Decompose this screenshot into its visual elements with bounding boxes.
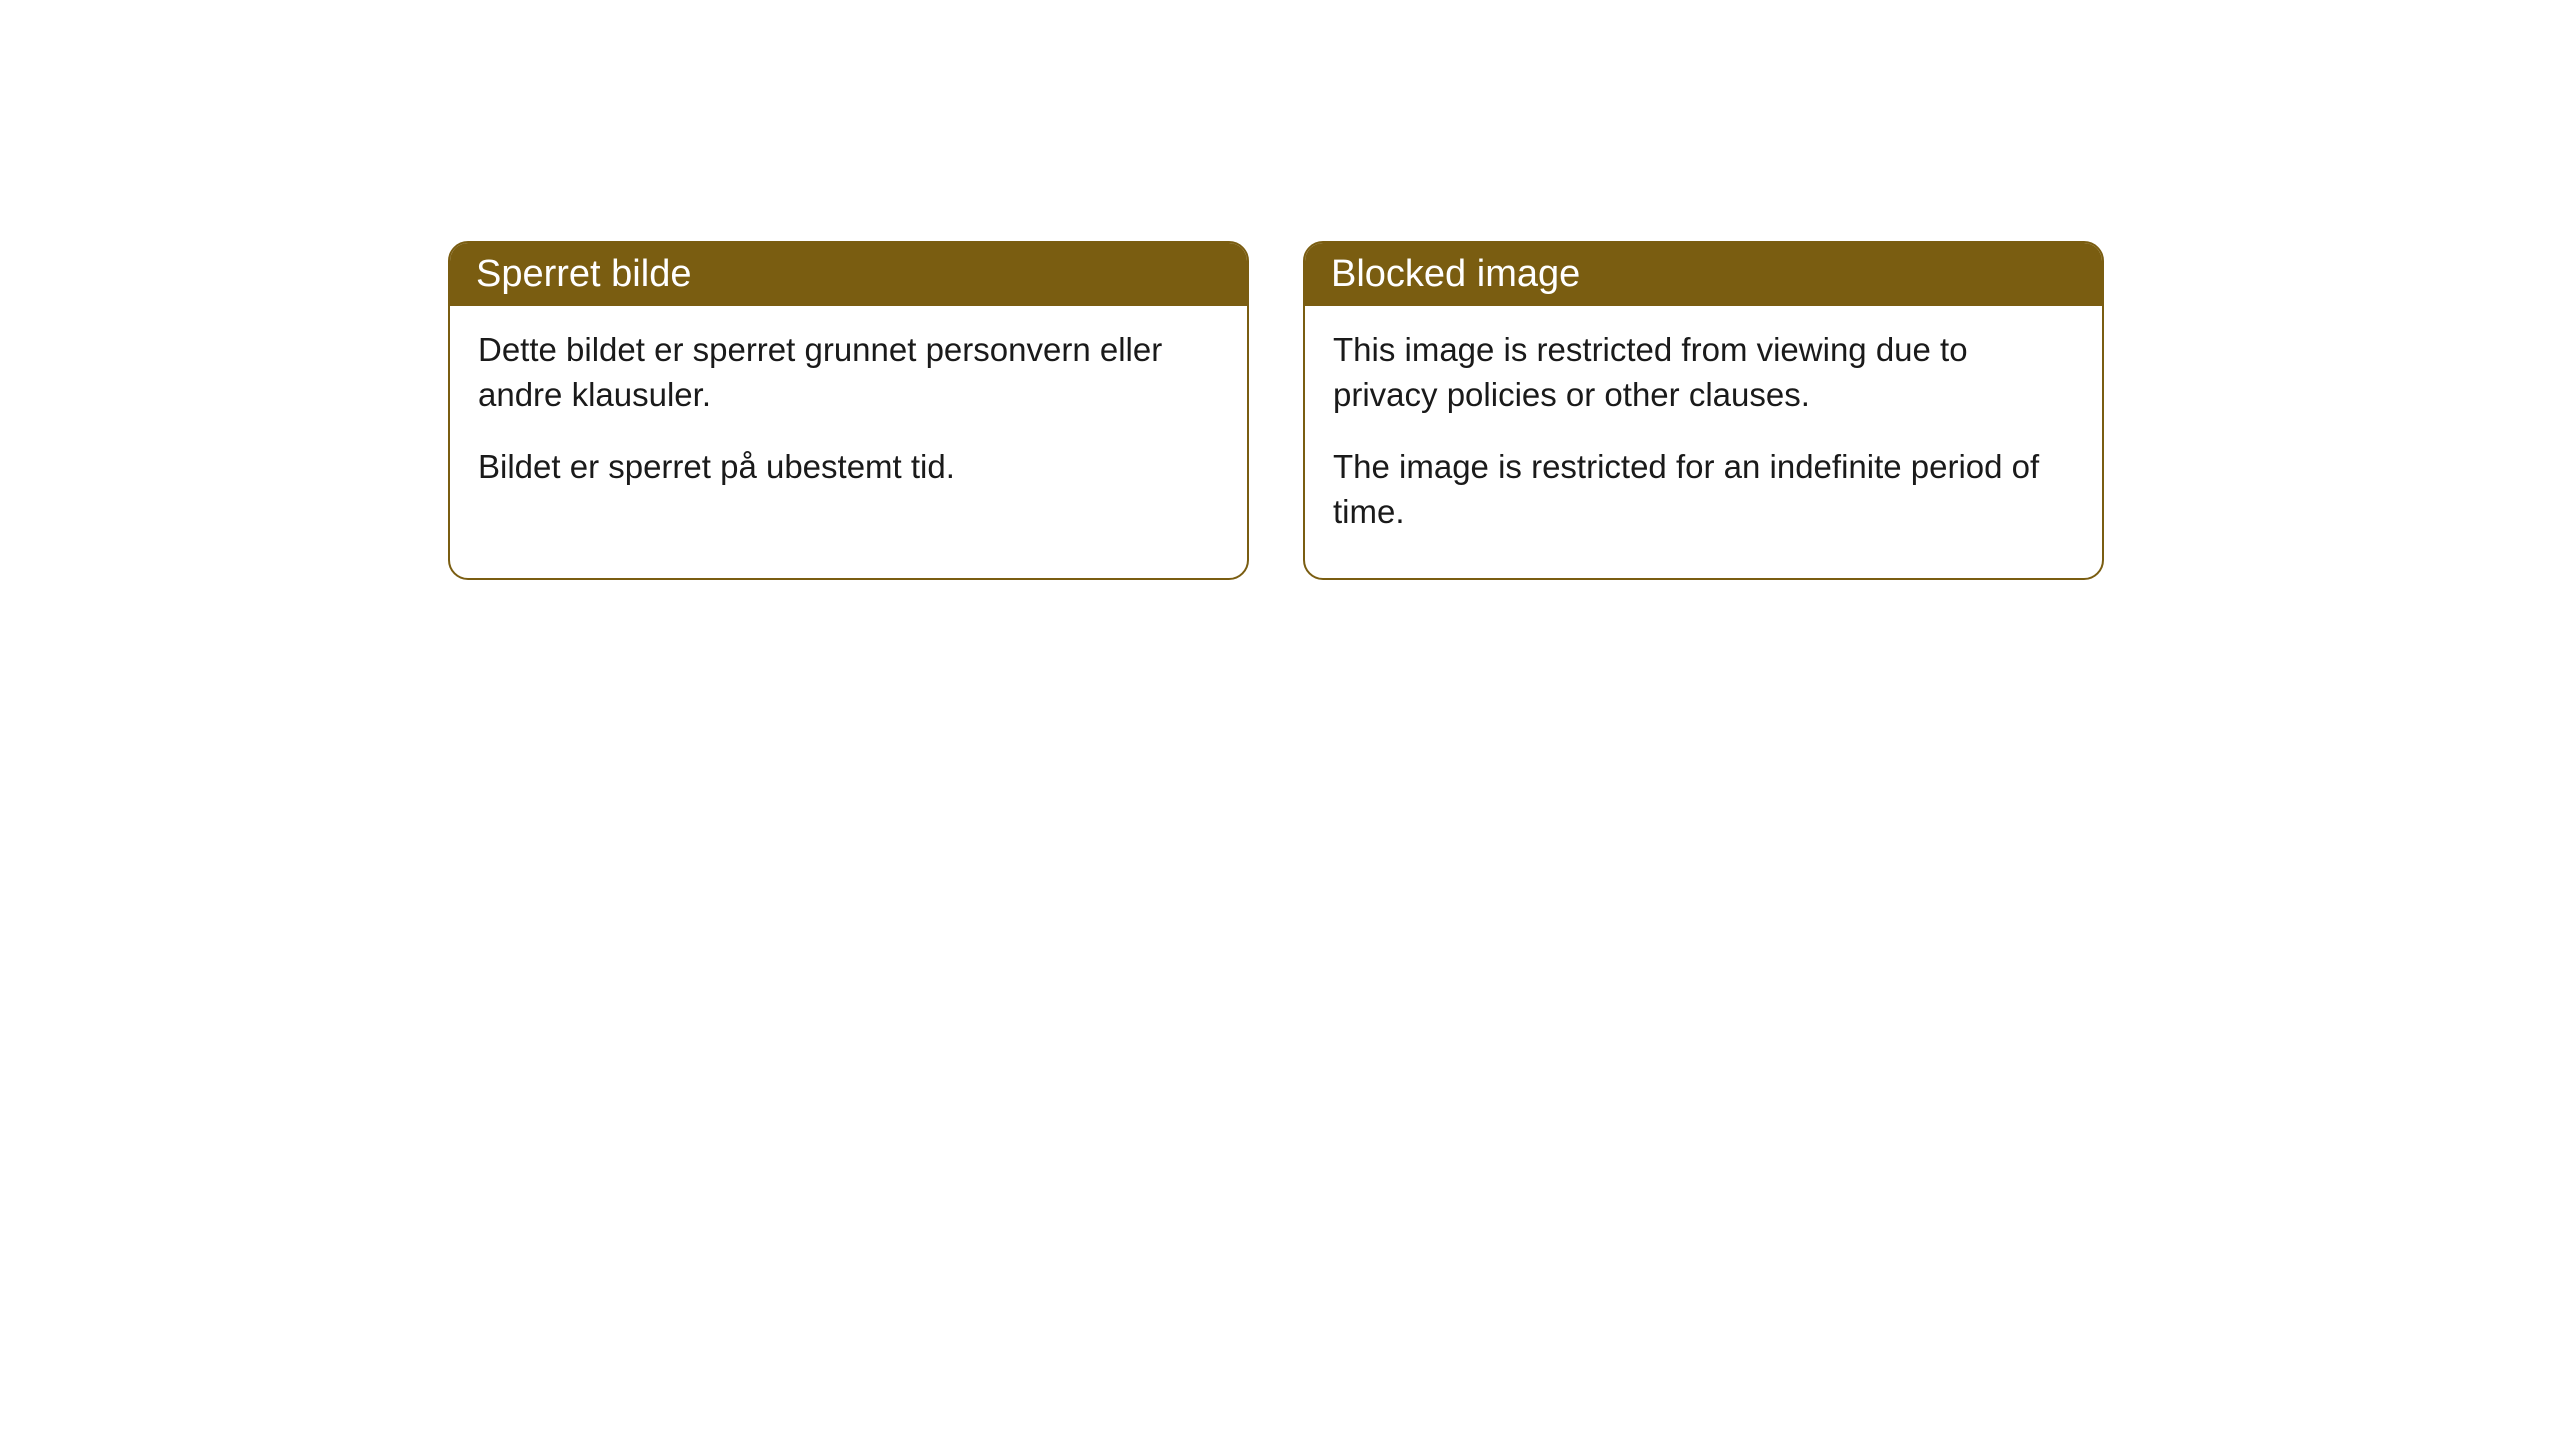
notice-card-english: Blocked image This image is restricted f… [1303, 241, 2104, 580]
card-body-english: This image is restricted from viewing du… [1305, 306, 2102, 578]
notice-card-norwegian: Sperret bilde Dette bildet er sperret gr… [448, 241, 1249, 580]
card-paragraph: The image is restricted for an indefinit… [1333, 445, 2074, 534]
card-paragraph: Bildet er sperret på ubestemt tid. [478, 445, 1219, 490]
card-body-norwegian: Dette bildet er sperret grunnet personve… [450, 306, 1247, 534]
card-title-norwegian: Sperret bilde [450, 243, 1247, 306]
card-paragraph: Dette bildet er sperret grunnet personve… [478, 328, 1219, 417]
card-title-english: Blocked image [1305, 243, 2102, 306]
notice-cards-container: Sperret bilde Dette bildet er sperret gr… [448, 241, 2104, 580]
card-paragraph: This image is restricted from viewing du… [1333, 328, 2074, 417]
